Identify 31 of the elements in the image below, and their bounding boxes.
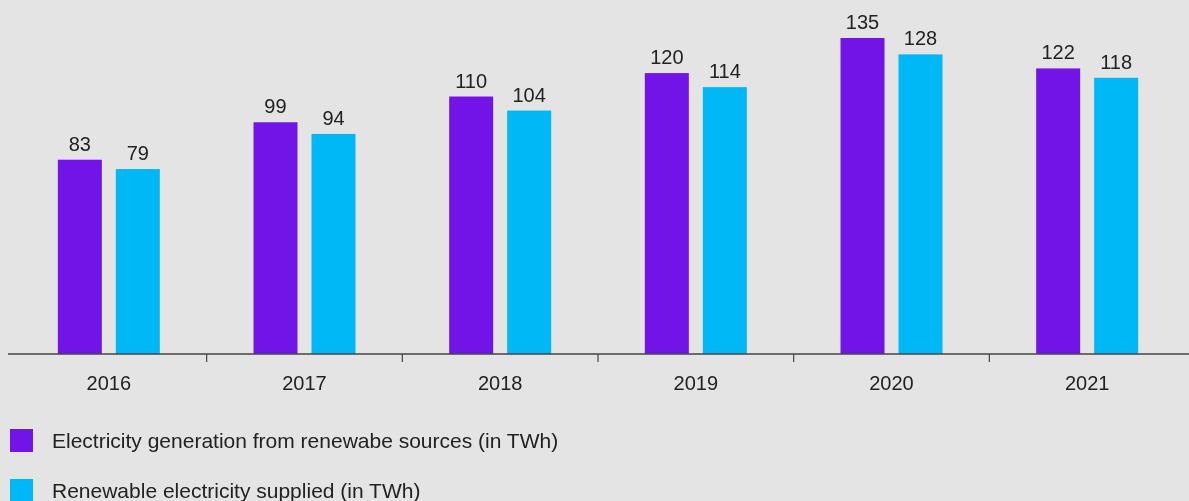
bar [840,38,885,354]
data-label: 104 [512,83,546,106]
bar [702,87,747,354]
x-tick-label: 2018 [477,372,523,394]
x-tick-label: 2016 [86,372,132,394]
bar [1036,68,1081,354]
bar [507,110,552,354]
x-tick-label: 2021 [1064,372,1110,394]
x-tick-label: 2019 [673,372,719,394]
bar [1094,77,1139,354]
x-tick-label: 2017 [282,372,327,394]
data-label: 83 [68,132,91,155]
data-label: 122 [1041,41,1075,64]
data-label: 110 [455,69,488,92]
data-label: 128 [903,27,938,50]
data-label: 94 [322,106,345,129]
bar [311,133,356,354]
data-label: 99 [264,95,287,118]
bar [253,122,298,354]
bar [57,159,102,354]
data-label: 120 [650,46,684,69]
legend-label: Electricity generation from renewabe sources (in TWh) [52,429,559,452]
bar [449,96,494,354]
data-label: 118 [1100,50,1133,73]
data-label: 135 [845,11,880,33]
x-tick-label: 2020 [869,372,914,394]
bar [644,73,689,354]
bar [898,54,943,354]
data-label: 79 [126,142,149,165]
bar [115,169,160,354]
data-label: 114 [708,60,741,83]
